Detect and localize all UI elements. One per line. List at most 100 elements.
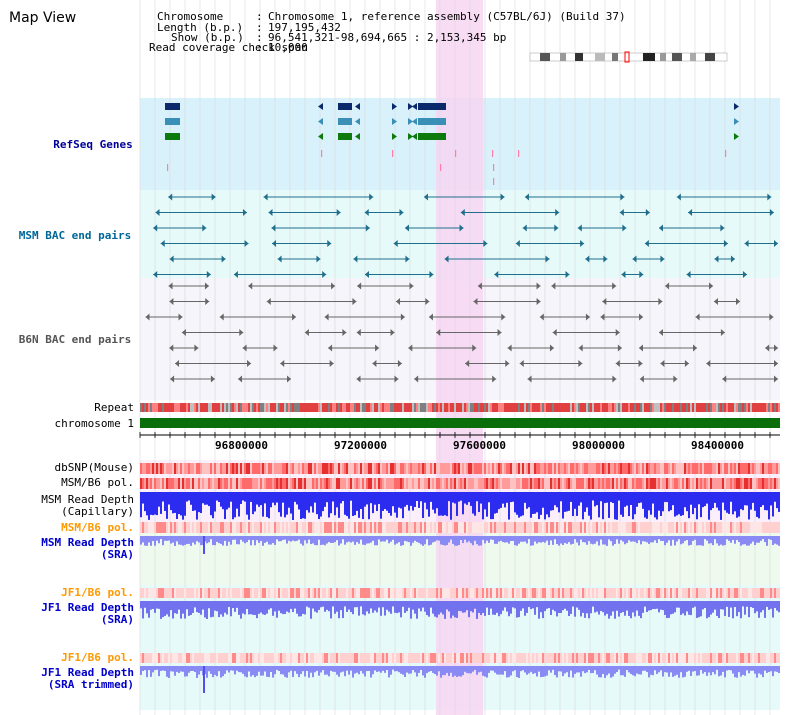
heat-cell [534, 522, 536, 533]
depth-bar [662, 536, 664, 541]
heat-cell [620, 653, 622, 663]
heat-cell [306, 478, 308, 489]
depth-bar [428, 536, 430, 546]
depth-bar [552, 536, 554, 545]
depth-bar [626, 601, 628, 611]
heat-cell [168, 478, 170, 489]
repeat-cell [674, 403, 676, 412]
repeat-cell [504, 403, 506, 412]
heat-cell [258, 653, 260, 663]
heat-cell [148, 522, 150, 533]
depth-bar [706, 601, 708, 619]
depth-bar [726, 536, 728, 540]
depth-bar [420, 601, 422, 612]
heat-cell [170, 478, 172, 489]
heat-cell [340, 478, 342, 489]
depth-bar [256, 666, 258, 676]
depth-bar [740, 666, 742, 677]
depth-bar [502, 666, 504, 675]
depth-bar [200, 492, 202, 514]
heat-cell [736, 588, 738, 598]
heat-cell [276, 588, 278, 598]
heat-cell [718, 478, 720, 489]
depth-bar [282, 492, 284, 503]
depth-bar [624, 601, 626, 616]
heat-cell [270, 478, 272, 489]
depth-bar [720, 601, 722, 610]
heat-cell [626, 653, 628, 663]
heat-cell [266, 478, 268, 489]
depth-bar [386, 601, 388, 610]
heat-cell [466, 478, 468, 489]
depth-bar [290, 601, 292, 609]
depth-bar [592, 536, 594, 545]
heat-cell [684, 478, 686, 489]
heat-cell [538, 588, 540, 598]
heat-cell [670, 463, 672, 474]
depth-bar [618, 536, 620, 544]
heat-cell [144, 588, 146, 598]
depth-bar [380, 601, 382, 616]
depth-bar [472, 601, 474, 613]
depth-bar [622, 666, 624, 676]
heat-cell [172, 588, 174, 598]
depth-bar [628, 666, 630, 673]
heat-cell [330, 522, 332, 533]
heat-cell [194, 653, 196, 663]
heat-cell [432, 463, 434, 474]
repeat-cell [290, 403, 292, 412]
depth-bar [280, 601, 282, 614]
heat-cell [370, 653, 372, 663]
depth-bar [752, 666, 754, 671]
repeat-cell [672, 403, 674, 412]
heat-cell [592, 653, 594, 663]
depth-bar [444, 601, 446, 619]
depth-bar [558, 666, 560, 672]
depth-bar [768, 666, 770, 672]
heat-cell [512, 478, 514, 489]
heat-cell [600, 588, 602, 598]
heat-cell [674, 588, 676, 598]
depth-bar [340, 492, 342, 504]
heat-cell [610, 463, 612, 474]
heat-cell [400, 653, 402, 663]
depth-bar [234, 601, 236, 612]
heat-cell [280, 463, 282, 474]
depth-bar [504, 492, 506, 508]
depth-bar [184, 666, 186, 677]
repeat-cell [266, 403, 268, 412]
heat-cell [548, 653, 550, 663]
heat-cell [250, 588, 252, 598]
heat-cell [402, 522, 404, 533]
track-label-msm-bac[interactable]: MSM BAC end pairs [18, 229, 132, 242]
track-label-refseq[interactable]: RefSeq Genes [53, 138, 133, 151]
heat-cell [748, 463, 750, 474]
heat-cell [208, 588, 210, 598]
heat-cell [552, 588, 554, 598]
depth-bar [208, 666, 210, 672]
heat-cell [778, 463, 780, 474]
depth-bar [664, 536, 666, 546]
heat-cell [716, 463, 718, 474]
heat-cell [630, 463, 632, 474]
heat-cell [244, 653, 246, 663]
depth-bar [612, 492, 614, 504]
heat-cell [246, 653, 248, 663]
repeat-cell [304, 403, 306, 412]
depth-bar [678, 601, 680, 608]
depth-bar [692, 536, 694, 541]
depth-bar [452, 666, 454, 677]
depth-bar [468, 601, 470, 618]
heat-cell [426, 522, 428, 533]
depth-bar [324, 536, 326, 546]
repeat-cell [344, 403, 346, 412]
track-label-b6n-bac[interactable]: B6N BAC end pairs [18, 333, 132, 346]
heat-cell [624, 522, 626, 533]
depth-bar [206, 666, 208, 678]
repeat-cell [426, 403, 428, 412]
heat-cell [216, 653, 218, 663]
depth-bar [762, 492, 764, 506]
heat-cell [446, 478, 448, 489]
